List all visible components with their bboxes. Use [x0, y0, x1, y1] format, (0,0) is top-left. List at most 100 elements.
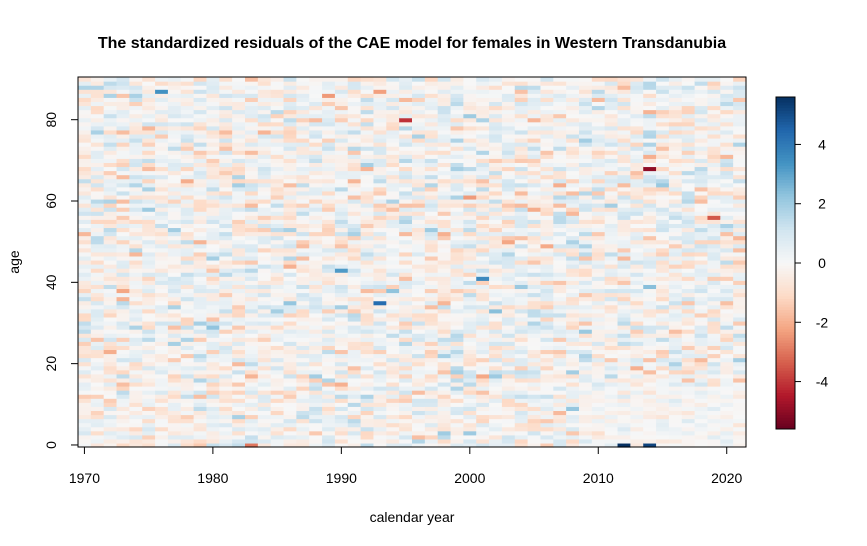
heatmap-cell [142, 101, 156, 107]
heatmap-cell [347, 268, 362, 273]
heatmap-cell [476, 158, 490, 163]
heatmap-cell [681, 166, 696, 172]
heatmap-cell [412, 442, 426, 448]
heatmap-cell [90, 276, 105, 281]
heatmap-cell [296, 223, 310, 229]
heatmap-cell [283, 272, 297, 277]
heatmap-cell [180, 345, 195, 351]
heatmap-cell [322, 276, 336, 281]
heatmap-cell [334, 223, 349, 229]
heatmap-cell [129, 422, 143, 428]
heatmap-cell [463, 386, 477, 391]
heatmap-cell [630, 312, 644, 318]
heatmap-cell [155, 320, 169, 326]
heatmap-cell [386, 398, 400, 403]
heatmap-cell [553, 300, 567, 306]
heatmap-cell [476, 386, 490, 391]
heatmap-cell [656, 166, 670, 172]
heatmap-cell [206, 316, 220, 322]
heatmap-cell [501, 198, 516, 204]
heatmap-cell [501, 182, 516, 188]
heatmap-cell [219, 337, 233, 342]
heatmap-cell [656, 394, 670, 399]
heatmap-cell [78, 325, 92, 330]
heatmap-cell [334, 85, 349, 90]
heatmap-cell [579, 137, 593, 143]
heatmap-cell [707, 341, 721, 346]
heatmap-cell [206, 101, 220, 107]
heatmap-cell [232, 296, 246, 302]
heatmap-cell [90, 174, 105, 180]
heatmap-cell [540, 316, 554, 322]
heatmap-cell [668, 422, 683, 428]
heatmap-cell [412, 430, 426, 436]
heatmap-cell [180, 113, 195, 119]
heatmap-cell [720, 121, 734, 127]
heatmap-cell [129, 97, 143, 102]
heatmap-cell [180, 85, 195, 90]
heatmap-cell [347, 190, 362, 196]
heatmap-cell [476, 121, 490, 127]
heatmap-cell [604, 211, 619, 216]
heatmap-cell [78, 377, 92, 383]
heatmap-cell [347, 259, 362, 265]
heatmap-cell [514, 337, 529, 342]
heatmap-cell [604, 243, 619, 249]
heatmap-cell [167, 85, 182, 90]
heatmap-cell [167, 316, 182, 322]
heatmap-cell [309, 194, 323, 200]
heatmap-cell [245, 276, 259, 281]
heatmap-cell [463, 390, 477, 395]
heatmap-cell [167, 418, 182, 424]
heatmap-cell [283, 434, 297, 440]
heatmap-cell [219, 394, 233, 399]
heatmap-cell [553, 373, 567, 379]
heatmap-cell [360, 292, 375, 298]
heatmap-cell [681, 369, 696, 375]
heatmap-cell [399, 296, 413, 302]
heatmap-cell [309, 186, 323, 192]
heatmap-cell [373, 357, 387, 363]
heatmap-cell [347, 146, 362, 151]
heatmap-cell [681, 227, 696, 233]
heatmap-cell [347, 117, 362, 123]
heatmap-cell [656, 333, 670, 338]
heatmap-cell [373, 239, 387, 245]
heatmap-cell [245, 430, 259, 436]
heatmap-cell [245, 418, 259, 424]
heatmap-cell [155, 422, 169, 428]
heatmap-cell [155, 133, 169, 139]
heatmap-cell [386, 337, 400, 342]
heatmap-cell [681, 308, 696, 314]
heatmap-cell [527, 434, 542, 440]
heatmap-cell [334, 178, 349, 184]
colorbar-swatch [776, 141, 795, 145]
heatmap-cell [694, 349, 709, 355]
heatmap-cell [668, 117, 683, 123]
heatmap-cell [514, 137, 529, 143]
heatmap-cell [630, 430, 644, 436]
heatmap-cell [103, 243, 118, 249]
colorbar-swatch [776, 393, 795, 397]
heatmap-cell [219, 259, 233, 265]
heatmap-cell [283, 369, 297, 375]
heatmap-cell [142, 239, 156, 245]
heatmap-cell [360, 365, 375, 371]
heatmap-cell [656, 215, 670, 220]
heatmap-cell [373, 223, 387, 229]
heatmap-cell [668, 320, 683, 326]
heatmap-cell [720, 186, 734, 192]
heatmap-cell [656, 93, 670, 98]
heatmap-cell [322, 93, 336, 98]
heatmap-cell [579, 174, 593, 180]
heatmap-cell [540, 117, 554, 123]
heatmap-cell [129, 227, 143, 233]
heatmap-cell [707, 174, 721, 180]
heatmap-cell [527, 178, 542, 184]
heatmap-cell [78, 272, 92, 277]
heatmap-cell [270, 402, 285, 407]
heatmap-cell [643, 81, 657, 86]
heatmap-cell [437, 288, 452, 294]
heatmap-cell [155, 349, 169, 355]
heatmap-cell [270, 284, 285, 290]
